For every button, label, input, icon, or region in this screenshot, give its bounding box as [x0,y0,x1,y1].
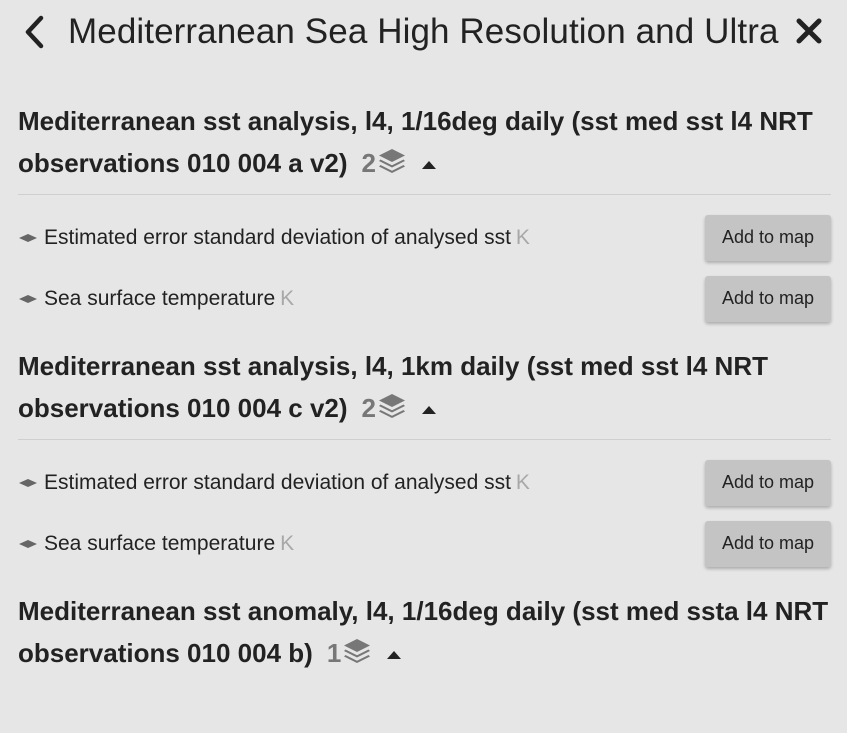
variable-name: Estimated error standard deviation of an… [44,226,705,250]
layer-count: 2 [361,148,376,178]
layer-diamond-icon [19,539,37,548]
variable-row: Sea surface temperature K Add to map [18,268,831,329]
layers-icon [379,394,405,418]
layer-count: 2 [361,393,376,423]
layers-icon [344,639,371,663]
variable-row: Estimated error standard deviation of an… [18,452,831,513]
variable-icon-wrap [18,233,38,243]
layers-icon [379,149,405,173]
add-to-map-button[interactable]: Add to map [705,275,831,322]
variable-unit: K [515,225,530,249]
layer-diamond-icon [19,478,37,487]
layer-diamond-icon [19,233,37,242]
variable-name-text: Estimated error standard deviation of an… [44,225,511,249]
dataset-title-text: Mediterranean sst anomaly, l4, 1/16deg d… [18,596,829,668]
variable-unit: K [280,531,295,555]
variable-name: Sea surface temperature K [44,532,705,556]
variable-name-text: Sea surface temperature [44,531,276,555]
variable-name: Sea surface temperature K [44,287,705,311]
divider [18,439,831,440]
header: Mediterranean Sea High Resolution and Ul… [0,0,847,64]
chevron-left-icon [25,15,44,49]
dataset-section: Mediterranean sst analysis, l4, 1km dail… [0,345,847,574]
layer-count: 1 [326,638,342,668]
variable-unit: K [280,286,295,310]
variable-icon-wrap [18,478,38,488]
divider [18,194,831,195]
variable-name-text: Estimated error standard deviation of an… [44,470,511,494]
close-icon [796,18,822,44]
layer-diamond-icon [19,294,37,303]
dataset-title[interactable]: Mediterranean sst analysis, l4, 1/16deg … [18,100,831,184]
back-button[interactable] [18,12,50,52]
add-to-map-button[interactable]: Add to map [705,520,831,567]
dataset-title-text: Mediterranean sst analysis, l4, 1/16deg … [18,106,813,178]
dataset-section: Mediterranean sst anomaly, l4, 1/16deg d… [0,590,847,674]
close-button[interactable] [793,14,825,48]
variable-unit: K [515,470,530,494]
add-to-map-button[interactable]: Add to map [705,214,831,261]
variable-row: Sea surface temperature K Add to map [18,513,831,574]
dataset-title-text: Mediterranean sst analysis, l4, 1km dail… [18,351,768,423]
variable-icon-wrap [18,294,38,304]
caret-up-icon[interactable] [386,650,402,660]
dataset-section: Mediterranean sst analysis, l4, 1/16deg … [0,100,847,329]
dataset-title[interactable]: Mediterranean sst anomaly, l4, 1/16deg d… [18,590,831,674]
caret-up-icon[interactable] [421,160,437,170]
variable-icon-wrap [18,539,38,549]
variable-name-text: Sea surface temperature [44,286,276,310]
page-title: Mediterranean Sea High Resolution and Ul… [68,12,779,51]
add-to-map-button[interactable]: Add to map [705,459,831,506]
caret-up-icon[interactable] [421,405,437,415]
variable-row: Estimated error standard deviation of an… [18,207,831,268]
dataset-title[interactable]: Mediterranean sst analysis, l4, 1km dail… [18,345,831,429]
variable-name: Estimated error standard deviation of an… [44,471,705,495]
